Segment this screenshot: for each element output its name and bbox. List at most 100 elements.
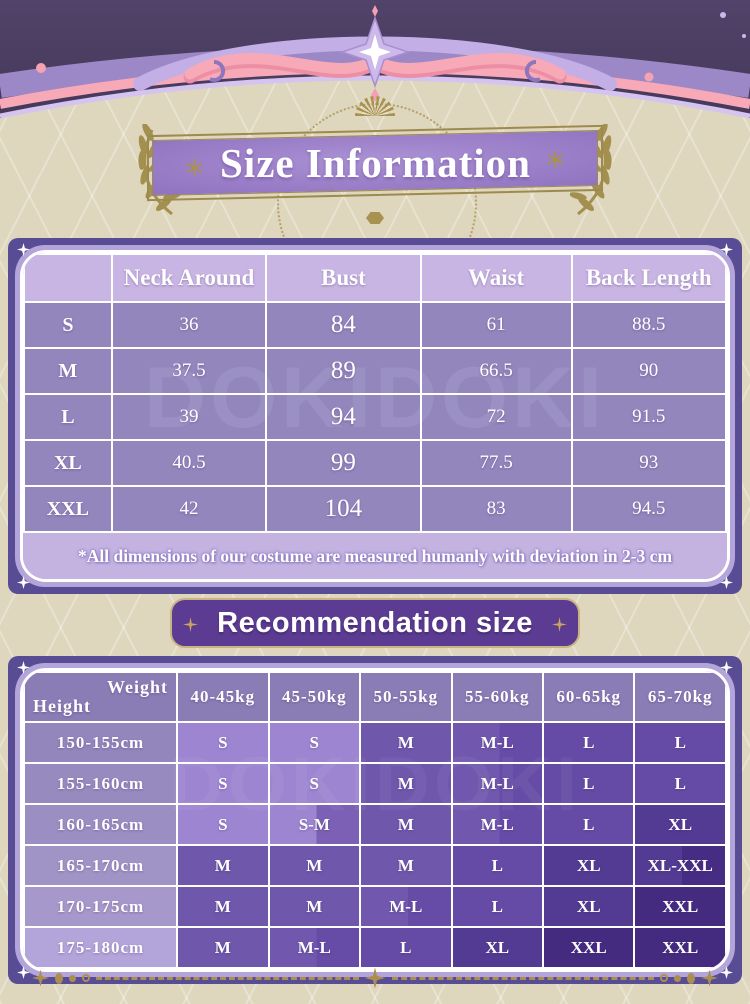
table-cell: 61 [419, 301, 573, 349]
table-cell: 37.5 [110, 347, 268, 395]
height-label: 150-155cm [23, 721, 179, 764]
divider-ornament [55, 972, 63, 984]
snowflake-icon [186, 158, 202, 176]
table-cell: 99 [265, 439, 422, 487]
size-cell: XXL [541, 926, 636, 969]
table-cell: 94 [265, 393, 422, 441]
divider-star-icon [364, 967, 386, 989]
size-cell: M-L [450, 721, 545, 764]
size-label: XXL [23, 485, 113, 533]
table-cell: 84 [265, 301, 422, 349]
size-table: Neck Around Bust Waist Back Length S 36 … [23, 253, 727, 533]
table-row: M 37.5 89 66.5 90 [23, 347, 727, 395]
table-row: XXL 42 104 83 94.5 [23, 485, 727, 533]
table-cell: 91.5 [570, 393, 727, 441]
column-header: 45-50kg [267, 671, 362, 723]
sparkle-icon [552, 617, 567, 632]
column-header: 40-45kg [176, 671, 270, 723]
table-cell: 66.5 [419, 347, 573, 395]
size-cell: XL [633, 803, 727, 846]
size-cell: M [359, 721, 453, 764]
measurement-note: *All dimensions of our costume are measu… [23, 533, 727, 579]
size-cell: XL [541, 844, 636, 887]
size-cell: S [176, 803, 270, 846]
column-header [23, 253, 113, 303]
table-cell: 104 [265, 485, 422, 533]
divider-line [391, 976, 654, 980]
table-cell: 94.5 [570, 485, 727, 533]
table-cell: 42 [110, 485, 268, 533]
divider-line [96, 976, 359, 980]
section-title: Recommendation size [217, 606, 533, 639]
column-header: 65-70kg [633, 671, 727, 723]
table-header-row: Neck Around Bust Waist Back Length [23, 253, 727, 303]
column-header: Neck Around [110, 253, 268, 303]
pink-dot [644, 72, 654, 82]
gem-ornament-icon [366, 212, 384, 224]
size-cell: S [176, 721, 270, 764]
size-cell: L [450, 885, 545, 928]
column-header: Bust [265, 253, 422, 303]
size-cell: L [541, 721, 636, 764]
sparkle-dot [720, 12, 726, 18]
table-cell: 90 [570, 347, 727, 395]
size-cell: M-L [450, 803, 545, 846]
column-header: Back Length [570, 253, 727, 303]
table-cell: 88.5 [570, 301, 727, 349]
size-cell: XXL [633, 885, 727, 928]
size-cell: M-L [450, 762, 545, 805]
size-cell: L [541, 803, 636, 846]
column-header: 55-60kg [450, 671, 545, 723]
table-row: L 39 94 72 91.5 [23, 393, 727, 441]
table-cell: 39 [110, 393, 268, 441]
size-cell: M-L [359, 885, 453, 928]
recommendation-size-banner: Recommendation size [170, 598, 580, 648]
table-row: 170-175cm M M M-L L XL XXL [23, 885, 727, 928]
table-row: S 36 84 61 88.5 [23, 301, 727, 349]
size-cell: M [176, 885, 270, 928]
table-cell: 40.5 [110, 439, 268, 487]
size-information-banner: Size Information [147, 124, 603, 202]
size-cell: L [633, 721, 727, 764]
divider-ornament [674, 974, 681, 982]
table-row: 155-160cm S S M M-L L L [23, 762, 727, 805]
size-cell: XL [450, 926, 545, 969]
table-header-row: Weight Height 40-45kg 45-50kg 50-55kg 55… [23, 671, 727, 723]
size-cell: S [267, 721, 362, 764]
height-label: 155-160cm [23, 762, 179, 805]
table-row: 150-155cm S S M M-L L L [23, 721, 727, 764]
sparkle-dot [742, 34, 746, 38]
size-cell: L [633, 762, 727, 805]
table-cell: 93 [570, 439, 727, 487]
table-cell: 83 [419, 485, 573, 533]
divider-ornament [69, 974, 76, 982]
size-cell: L [359, 926, 453, 969]
size-cell: L [541, 762, 636, 805]
column-header: 50-55kg [359, 671, 453, 723]
divider-star-icon [32, 969, 49, 987]
recommendation-table-frame: DOKIDOKI Weight Height 40-45kg 45-50kg 5… [8, 656, 742, 984]
height-label: 160-165cm [23, 803, 179, 846]
weight-axis-label: Weight [107, 677, 169, 697]
corner-header: Weight Height [23, 671, 179, 723]
size-cell: M [359, 762, 453, 805]
decorative-arch-header [0, 0, 750, 119]
table-cell: 36 [110, 301, 268, 349]
column-header: 60-65kg [541, 671, 636, 723]
height-label: 170-175cm [23, 885, 179, 928]
size-cell: S-M [267, 803, 362, 846]
size-cell: M [267, 844, 362, 887]
pink-dot [36, 63, 46, 73]
table-cell: 77.5 [419, 439, 573, 487]
recommendation-table: Weight Height 40-45kg 45-50kg 50-55kg 55… [23, 671, 727, 969]
size-cell: XL-XXL [633, 844, 727, 887]
height-label: 165-170cm [23, 844, 179, 887]
size-cell: L [450, 844, 545, 887]
size-cell: M-L [267, 926, 362, 969]
size-label: M [23, 347, 113, 395]
size-label: XL [23, 439, 113, 487]
size-information-header: Size Information [0, 0, 750, 303]
divider-ornament [82, 974, 90, 982]
height-axis-label: Height [33, 696, 91, 716]
page-title: Size Information [219, 140, 531, 187]
